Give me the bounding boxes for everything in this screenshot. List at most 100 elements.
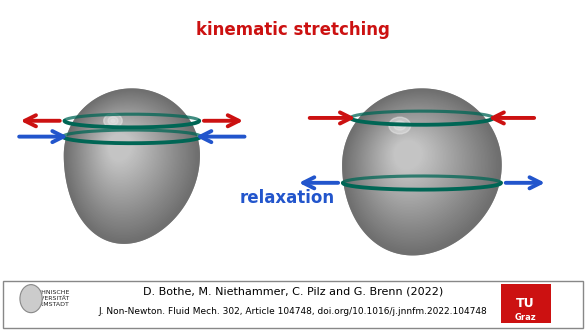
Polygon shape [86,111,167,204]
Polygon shape [94,119,154,188]
Polygon shape [87,112,165,201]
Polygon shape [106,131,135,165]
Polygon shape [73,98,186,228]
Polygon shape [374,120,454,204]
FancyBboxPatch shape [501,284,551,323]
FancyBboxPatch shape [3,280,583,328]
Polygon shape [370,116,459,210]
Text: TECHNISCHE
UNIVERSITÄT
DARMSTADT: TECHNISCHE UNIVERSITÄT DARMSTADT [30,290,70,307]
Polygon shape [353,99,486,239]
Ellipse shape [104,114,122,128]
Polygon shape [380,126,444,193]
Polygon shape [346,93,496,249]
Polygon shape [103,128,140,171]
Polygon shape [385,132,436,184]
Polygon shape [101,127,142,174]
Polygon shape [394,141,423,170]
Polygon shape [78,103,178,218]
Polygon shape [384,131,437,186]
Polygon shape [69,94,192,235]
Ellipse shape [394,121,406,130]
Polygon shape [353,100,485,237]
Ellipse shape [20,284,42,313]
Ellipse shape [108,117,118,125]
Polygon shape [395,141,421,169]
Polygon shape [391,138,427,174]
Polygon shape [100,125,145,177]
Polygon shape [357,103,479,231]
Polygon shape [373,119,455,205]
Polygon shape [360,107,474,225]
Polygon shape [98,123,148,181]
Text: J. Non-Newton. Fluid Mech. 302, Article 104748, doi.org/10.1016/j.jnnfm.2022.104: J. Non-Newton. Fluid Mech. 302, Article … [98,307,488,316]
Polygon shape [388,134,432,180]
Text: TU: TU [516,297,535,310]
Polygon shape [363,110,470,221]
Polygon shape [383,130,438,187]
Polygon shape [101,126,144,175]
Polygon shape [79,104,177,216]
Polygon shape [74,99,184,225]
Polygon shape [381,128,441,190]
Polygon shape [91,117,158,192]
Polygon shape [389,135,430,179]
Polygon shape [387,133,433,182]
Polygon shape [89,115,161,197]
Polygon shape [96,121,151,184]
Polygon shape [64,89,199,243]
Polygon shape [76,101,182,222]
Polygon shape [91,116,159,194]
Polygon shape [390,137,428,176]
Polygon shape [73,98,185,226]
Polygon shape [383,129,440,189]
Polygon shape [358,104,478,230]
Polygon shape [80,105,176,215]
Polygon shape [94,120,153,187]
Polygon shape [348,94,493,246]
Polygon shape [369,115,462,213]
Polygon shape [377,124,448,198]
Polygon shape [98,124,147,180]
Polygon shape [88,114,162,198]
Polygon shape [393,140,424,172]
Polygon shape [65,90,198,242]
Polygon shape [109,135,131,160]
Polygon shape [97,122,149,182]
Polygon shape [347,93,494,248]
Polygon shape [83,108,171,208]
Text: kinematic stretching: kinematic stretching [196,21,390,40]
Polygon shape [369,116,460,211]
Polygon shape [68,93,193,236]
Polygon shape [67,92,195,238]
Polygon shape [355,102,482,234]
Polygon shape [367,113,464,215]
Polygon shape [88,113,163,199]
Polygon shape [349,95,492,245]
Polygon shape [71,96,189,230]
Polygon shape [107,132,134,164]
Text: D. Bothe, M. Niethammer, C. Pilz and G. Brenn (2022): D. Bothe, M. Niethammer, C. Pilz and G. … [143,286,443,296]
Polygon shape [379,125,445,195]
Polygon shape [93,117,156,191]
Polygon shape [70,95,190,232]
Polygon shape [104,130,138,168]
Polygon shape [345,91,498,252]
Polygon shape [83,108,172,209]
Polygon shape [360,106,475,227]
Text: relaxation: relaxation [240,189,335,207]
Text: subcritical volume: subcritical volume [60,290,203,304]
Polygon shape [350,96,490,243]
Ellipse shape [111,119,115,122]
Polygon shape [104,129,139,170]
Polygon shape [364,110,468,220]
Polygon shape [366,112,466,217]
Polygon shape [108,134,132,161]
Polygon shape [362,108,472,224]
Polygon shape [86,112,166,202]
Polygon shape [85,110,168,205]
Polygon shape [346,92,497,250]
Text: supercritical volume: supercritical volume [342,290,502,304]
Ellipse shape [397,124,402,127]
Polygon shape [93,118,155,189]
Polygon shape [81,106,174,212]
